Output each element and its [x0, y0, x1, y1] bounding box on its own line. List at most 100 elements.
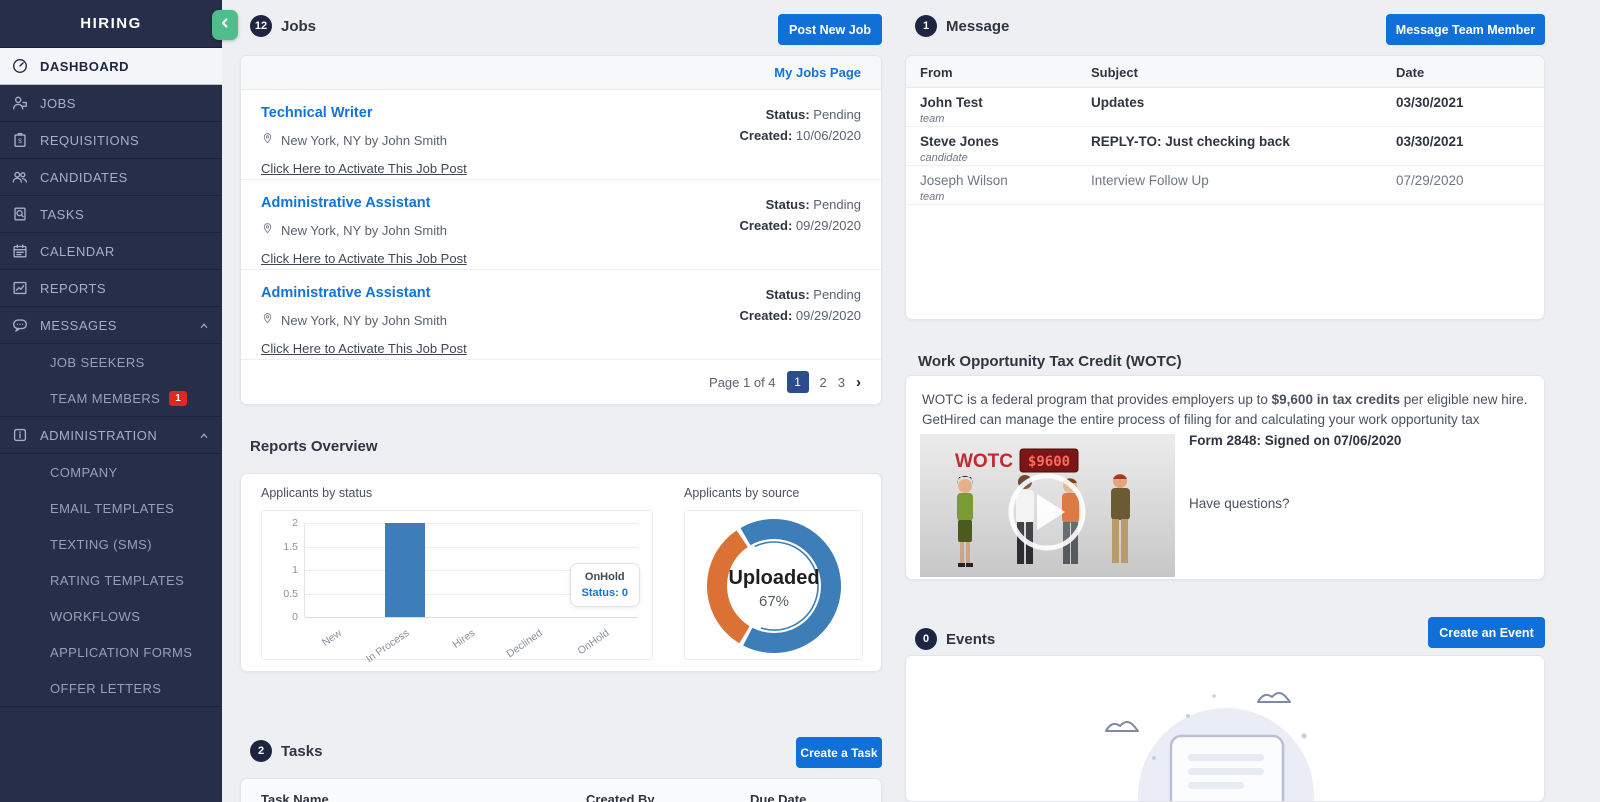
sidebar-item-email-templates[interactable]: EMAIL TEMPLATES [50, 500, 175, 516]
reports-icon [10, 278, 30, 298]
activate-job-link[interactable]: Click Here to Activate This Job Post [261, 251, 467, 266]
tooltip-category: OnHold [584, 571, 625, 583]
candidates-icon [10, 167, 30, 187]
jobs-icon [10, 93, 30, 113]
events-empty-illustration [1105, 692, 1314, 801]
message-row[interactable]: Joseph Wilson team Interview Follow Up 0… [906, 166, 1544, 205]
reports-overview-title: Reports Overview [250, 438, 378, 455]
status-value: Pending [813, 107, 861, 122]
created-label: Created: [739, 308, 793, 323]
my-jobs-page-link[interactable]: My Jobs Page [774, 65, 861, 80]
activate-job-link[interactable]: Click Here to Activate This Job Post [261, 161, 467, 176]
job-list-item: Administrative Assistant New York, NY by… [241, 180, 881, 270]
message-count-badge: 1 [915, 15, 937, 37]
jobs-section-header: 12 Jobs [250, 15, 316, 37]
post-new-job-button[interactable]: Post New Job [778, 14, 882, 45]
sidebar-collapse-button[interactable] [212, 10, 238, 40]
donut-chart-svg: Uploaded 67% [707, 519, 841, 653]
wotc-panel: WOTC is a federal program that provides … [905, 375, 1545, 580]
sidebar-item-team-members[interactable]: TEAM MEMBERS 1 [0, 380, 222, 416]
page-3-button[interactable]: 3 [837, 374, 845, 390]
job-title-link[interactable]: Administrative Assistant [261, 285, 431, 301]
message-panel: From Subject Date John Test team Updates… [905, 55, 1545, 320]
messages-icon [10, 315, 30, 335]
svg-text:Uploaded: Uploaded [728, 567, 819, 589]
location-pin-icon [261, 311, 281, 329]
sidebar-item-reports[interactable]: REPORTS [0, 270, 222, 307]
donut-chart-title: Applicants by source [684, 486, 800, 500]
created-label: Created: [739, 218, 793, 233]
sidebar-item-offer-letters[interactable]: OFFER LETTERS [50, 680, 162, 696]
svg-text:$9600: $9600 [1028, 454, 1070, 470]
sidebar-item-job-seekers[interactable]: JOB SEEKERS [50, 354, 145, 370]
sidebar-item-calendar[interactable]: CALENDAR [0, 233, 222, 270]
message-row[interactable]: Steve Jones candidate REPLY-TO: Just che… [906, 127, 1544, 166]
calendar-icon [10, 241, 30, 261]
sidebar: HIRING DASHBOARD JOBS $ REQUISITIONS CAN… [0, 0, 222, 802]
job-title-link[interactable]: Technical Writer [261, 105, 373, 121]
donut-highlight-ring [729, 541, 819, 631]
job-list-item: Technical Writer New York, NY by John Sm… [241, 90, 881, 180]
sidebar-nav: DASHBOARD JOBS $ REQUISITIONS CANDIDATES… [0, 48, 222, 707]
bar-chart: 0 0.5 1 1.5 2 New In Process Hires Declined OnHo… [261, 510, 653, 666]
jobs-panel: My Jobs Page Technical Writer New York, … [240, 55, 882, 405]
bar-chart-x-axis: New In Process Hires Declined OnHold [320, 627, 612, 666]
sidebar-item-jobs[interactable]: JOBS [0, 85, 222, 122]
status-label: Status: [765, 197, 810, 212]
events-section-header: 0 Events [915, 628, 995, 650]
job-location: New York, NY by John Smith [281, 312, 447, 328]
sidebar-item-messages[interactable]: MESSAGES [0, 307, 222, 344]
message-title: Message [946, 17, 1010, 35]
message-sender: John Test [920, 95, 983, 110]
sidebar-item-dashboard[interactable]: DASHBOARD [0, 48, 222, 85]
tasks-panel: Task Name Created By Due Date [240, 778, 882, 802]
chevron-up-icon [198, 429, 210, 447]
sidebar-item-candidates[interactable]: CANDIDATES [0, 159, 222, 196]
job-title-link[interactable]: Administrative Assistant [261, 195, 431, 211]
svg-text:$: $ [18, 138, 22, 145]
donut-slice-uploaded [707, 519, 841, 653]
status-label: Status: [765, 287, 810, 302]
message-date: 03/30/2021 [1396, 134, 1464, 149]
donut-chart: Uploaded 67% [684, 510, 863, 660]
have-questions-text: Have questions? [1189, 496, 1290, 511]
column-created-by: Created By [586, 791, 655, 802]
page-2-button[interactable]: 2 [819, 374, 827, 390]
sidebar-item-requisitions[interactable]: $ REQUISITIONS [0, 122, 222, 159]
next-page-icon[interactable]: › [856, 373, 861, 391]
sidebar-item-rating-templates[interactable]: RATING TEMPLATES [50, 572, 185, 588]
created-value: 09/29/2020 [795, 218, 861, 233]
sidebar-item-workflows[interactable]: WORKFLOWS [50, 608, 141, 624]
messages-submenu: JOB SEEKERS TEAM MEMBERS 1 [0, 344, 222, 417]
activate-job-link[interactable]: Click Here to Activate This Job Post [261, 341, 467, 356]
create-event-button[interactable]: Create an Event [1428, 617, 1545, 648]
job-location: New York, NY by John Smith [281, 222, 447, 238]
requisitions-icon: $ [10, 130, 30, 150]
column-due-date: Due Date [750, 791, 807, 802]
sidebar-item-tasks[interactable]: TASKS [0, 196, 222, 233]
message-team-member-button[interactable]: Message Team Member [1386, 14, 1545, 45]
jobs-count-badge: 12 [250, 15, 272, 37]
message-subject: Interview Follow Up [1091, 173, 1209, 188]
tasks-section-header: 2 Tasks [250, 740, 322, 762]
chart-tooltip: OnHold Status: 0 [569, 563, 640, 607]
job-location: New York, NY by John Smith [281, 132, 447, 148]
administration-icon [10, 425, 30, 445]
bar-chart-y-axis: 0 0.5 1 1.5 2 [283, 517, 298, 623]
sidebar-item-texting-sms[interactable]: TEXTING (SMS) [50, 536, 152, 552]
message-row[interactable]: John Test team Updates 03/30/2021 [906, 88, 1544, 127]
message-sender-role: candidate [920, 152, 968, 164]
sidebar-item-company[interactable]: COMPANY [50, 464, 118, 480]
sidebar-item-application-forms[interactable]: APPLICATION FORMS [50, 644, 193, 660]
message-date: 03/30/2021 [1396, 95, 1464, 110]
sidebar-item-administration[interactable]: ADMINISTRATION [0, 417, 222, 454]
message-sender-role: team [920, 113, 945, 125]
wotc-video-thumbnail[interactable]: WOTC $9600 [920, 434, 1175, 577]
events-title: Events [946, 630, 996, 648]
page-1-button[interactable]: 1 [786, 371, 809, 393]
chevron-up-icon [198, 319, 210, 337]
create-task-button[interactable]: Create a Task [796, 737, 882, 768]
tooltip-value: Status: 0 [581, 587, 628, 599]
app-title: HIRING [80, 15, 142, 32]
